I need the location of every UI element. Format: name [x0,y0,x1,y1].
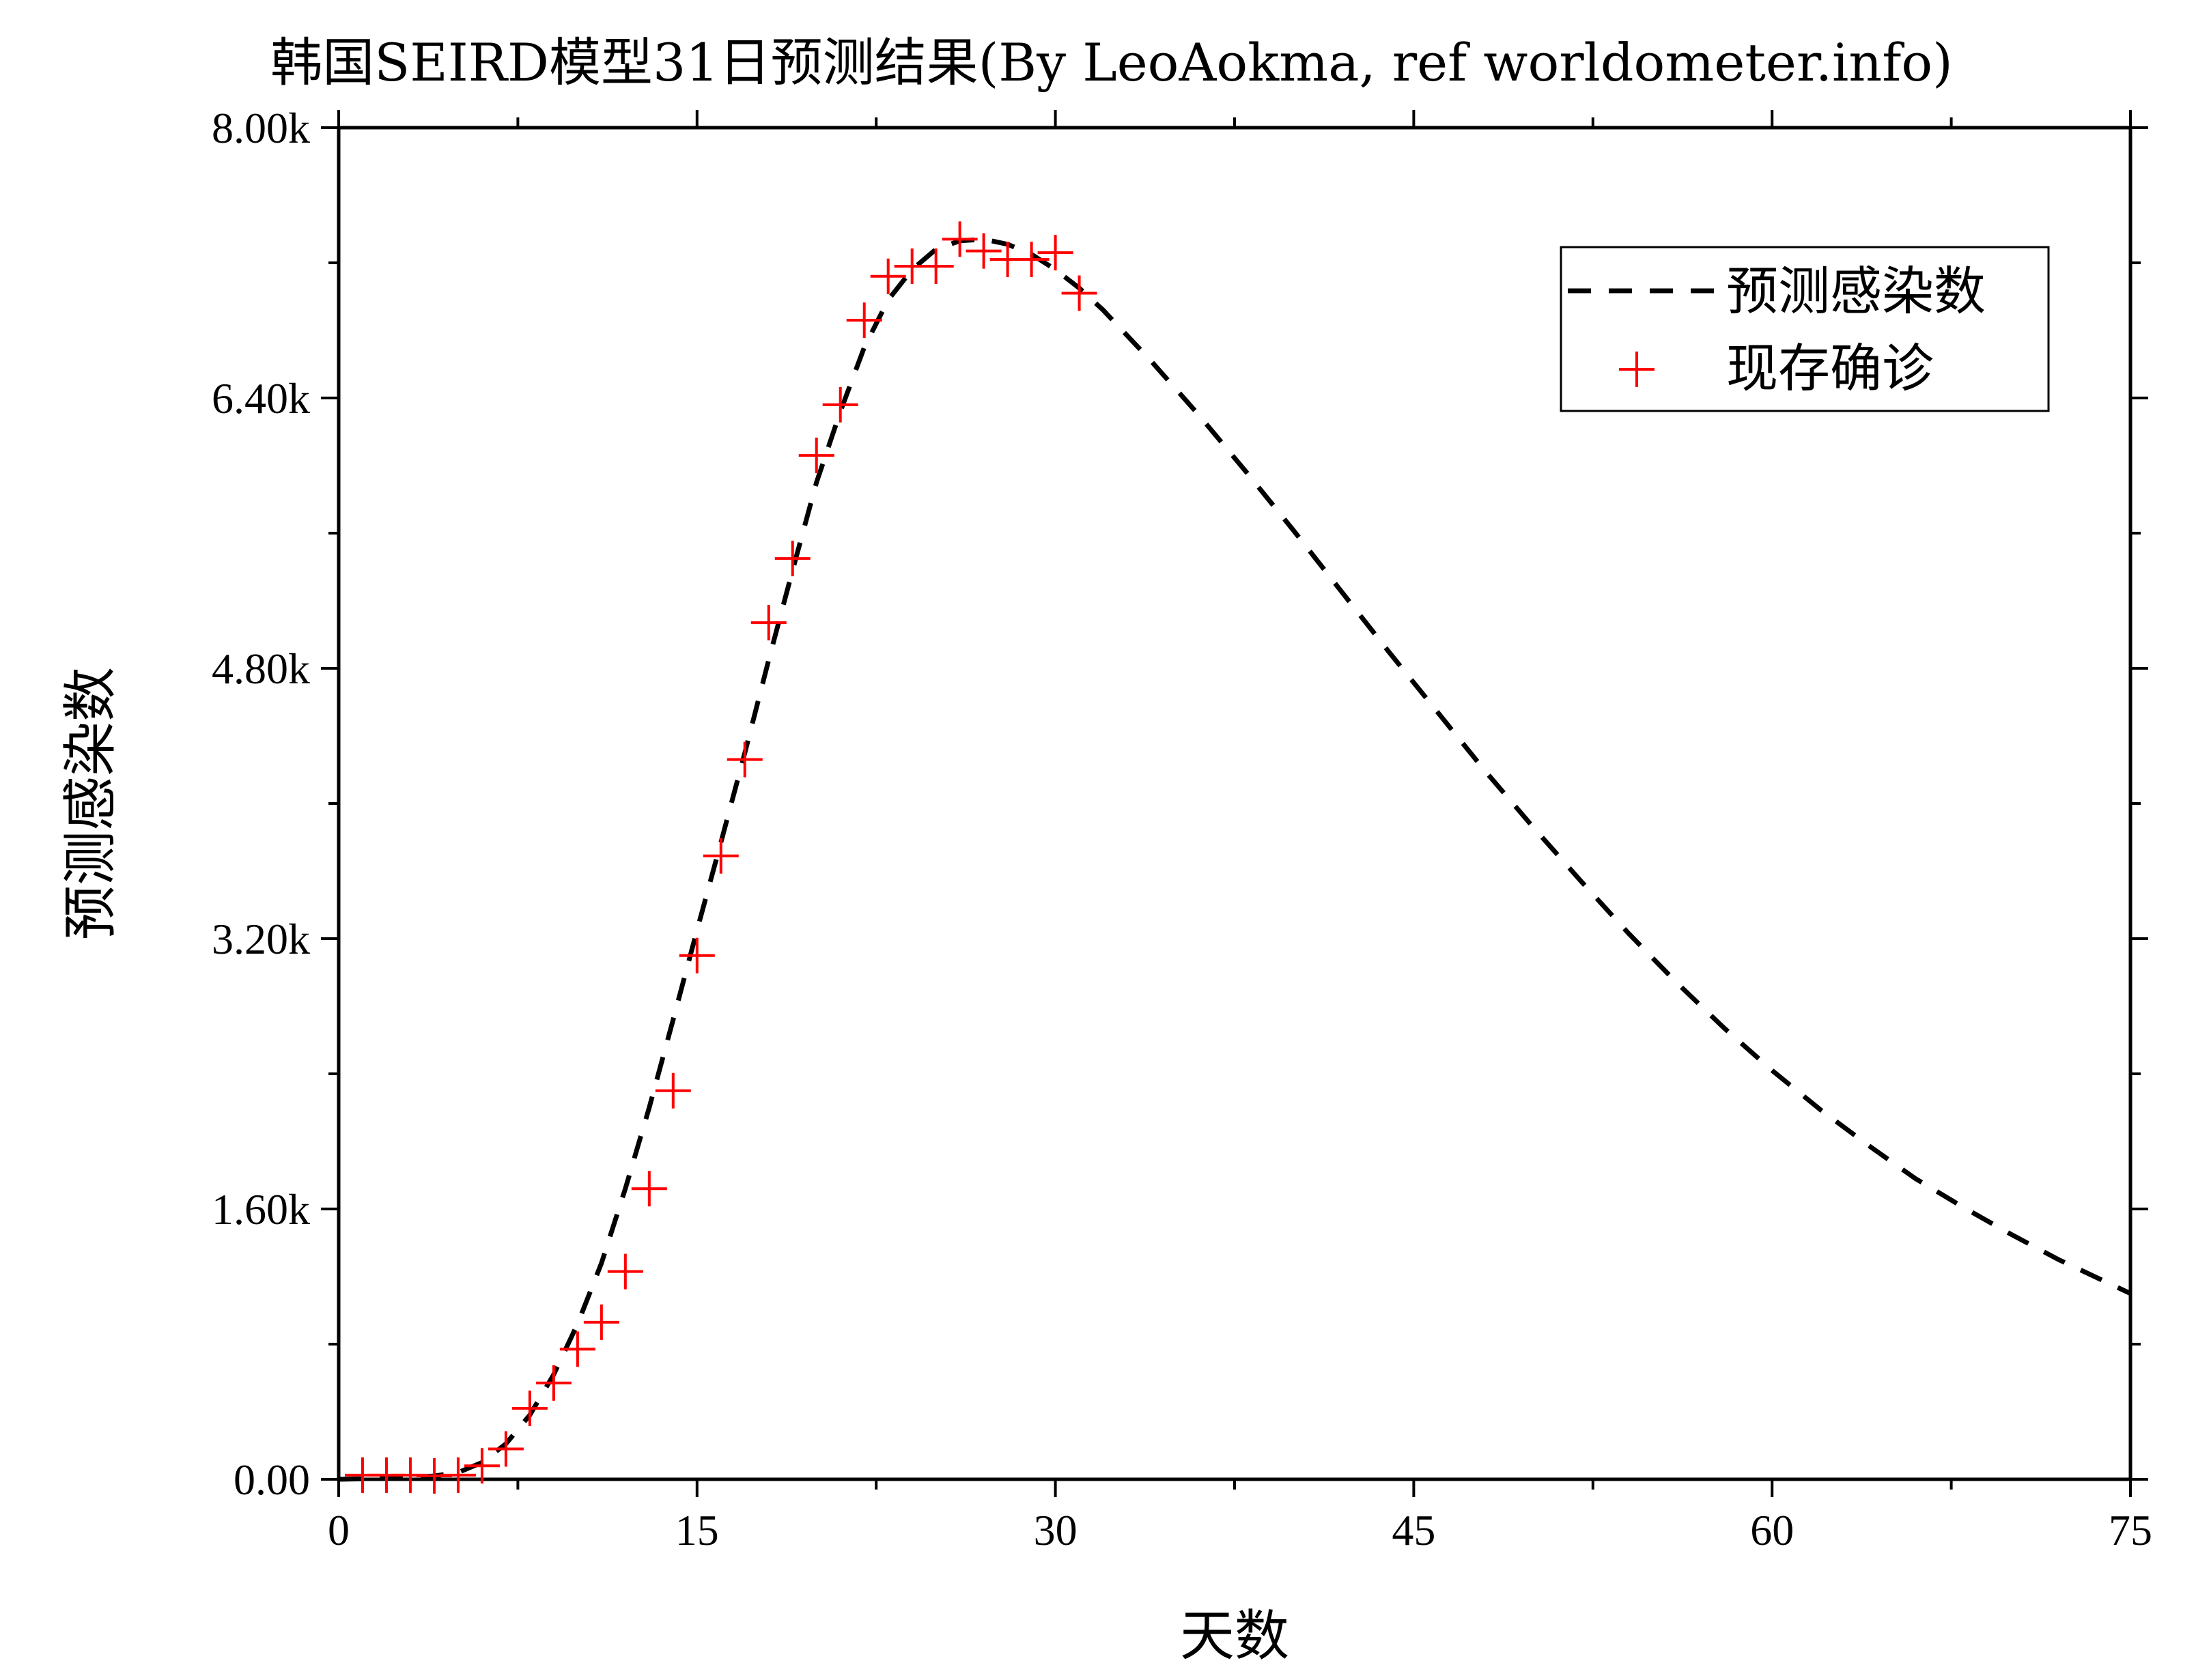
observed-point [918,248,954,284]
observed-point [727,741,763,778]
y-tick-label: 4.80k [212,644,310,693]
observed-point [583,1304,619,1340]
observed-point [488,1431,524,1467]
y-axis-ticks: 0.00 1.60k 3.20k 4.80k 6.40k 8.00k [212,104,2148,1504]
observed-point [822,386,858,423]
x-tick-label: 45 [1392,1506,1435,1554]
observed-point [440,1457,476,1493]
legend: 预测感染数 现存确诊 [1560,246,2050,412]
legend-observed-label: 现存确诊 [1726,338,1934,399]
observed-point [1061,275,1097,311]
legend-observed-swatch [1619,352,1655,387]
y-tick-label: 1.60k [212,1185,310,1234]
series-line-prediction [338,236,2132,1482]
observed-point [1013,242,1050,278]
x-axis-ticks: 0 15 30 45 60 75 [328,110,2152,1554]
y-tick-label: 3.20k [212,915,310,963]
observed-point [535,1365,572,1401]
observed-point [774,541,811,577]
observed-point [679,937,715,973]
observed-point [631,1171,667,1207]
plot-area: 0 15 30 45 60 75 0.00 1.60k 3.20k 4.80k 6.40k 8.00… [212,104,2152,1554]
y-tick-label: 6.40k [212,374,310,423]
observed-point [703,838,739,874]
legend-box [1560,246,2050,412]
observed-point [942,221,978,257]
observed-point [966,233,1002,269]
observed-point [870,258,906,294]
chart-title: 韩国SEIRD模型31日预测结果(By LeoAokma, ref worldo… [270,32,1953,93]
legend-prediction-label: 预测感染数 [1726,261,1986,322]
y-tick-label: 0.00 [234,1455,310,1504]
observed-point [655,1072,691,1109]
x-tick-label: 15 [675,1506,719,1554]
x-tick-label: 0 [328,1506,350,1554]
y-axis-title: 预测感染数 [59,667,122,940]
series-markers-observed [344,221,1097,1494]
observed-point [846,302,882,339]
x-tick-label: 30 [1034,1506,1078,1554]
observed-point [1037,235,1073,271]
observed-point [798,438,834,474]
observed-point [464,1448,500,1484]
observed-point [750,605,787,641]
x-tick-label: 75 [2109,1506,2152,1554]
observed-point [559,1331,595,1367]
observed-point [511,1391,548,1427]
observed-point [607,1253,643,1290]
y-tick-label: 8.00k [212,104,310,152]
x-axis-title: 天数 [1180,1604,1289,1668]
x-tick-label: 60 [1750,1506,1794,1554]
